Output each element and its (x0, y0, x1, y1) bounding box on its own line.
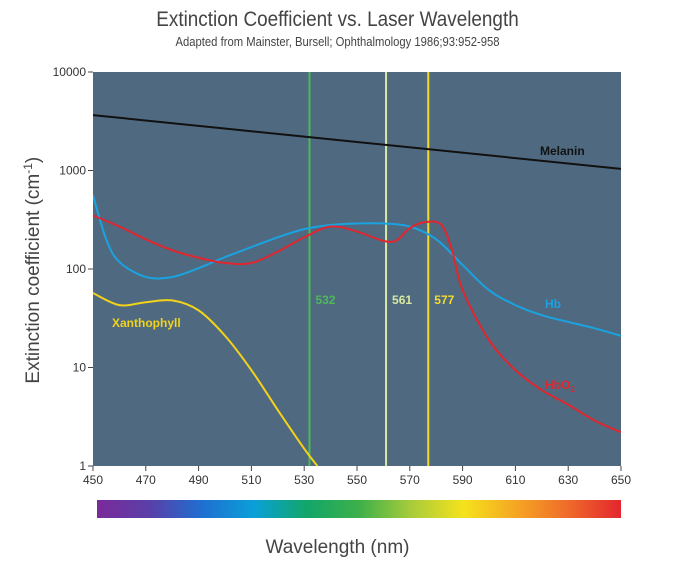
y-tick-label: 1 (79, 459, 86, 473)
series-line-xanthophyll (93, 292, 319, 466)
x-tick-label: 570 (400, 473, 420, 487)
chart-subtitle: Adapted from Mainster, Bursell; Ophthalm… (175, 35, 500, 49)
series-label-melanin: Melanin (540, 144, 585, 158)
series-line-hbo2 (93, 214, 621, 434)
y-axis-label-sup: -1 (20, 163, 35, 174)
laser-label-532: 532 (315, 293, 335, 307)
x-tick-label: 630 (558, 473, 578, 487)
y-tick-label: 100 (66, 262, 86, 276)
x-axis-label: Wavelength (nm) (265, 537, 410, 558)
spectrum-bar (97, 500, 621, 518)
chart-title: Extinction Coefficient vs. Laser Wavelen… (156, 8, 519, 31)
y-axis-label-text: Extinction coefficient (cm (23, 173, 45, 384)
y-tick-label: 10 (73, 361, 87, 375)
x-tick-label: 470 (136, 473, 156, 487)
x-tick-label: 550 (347, 473, 367, 487)
laser-label-561: 561 (392, 293, 412, 307)
y-tick-label: 10000 (53, 65, 87, 79)
x-tick-label: 490 (189, 473, 209, 487)
y-axis-label-close: ) (23, 156, 45, 164)
x-tick-label: 450 (83, 473, 103, 487)
y-axis-label: Extinction coefficient (cm-1) (21, 125, 45, 415)
series-label-hb: Hb (545, 297, 561, 311)
y-tick-label: 1000 (59, 164, 86, 178)
series-label-xanthophyll: Xanthophyll (112, 316, 181, 330)
series-line-hb (93, 195, 621, 337)
x-tick-label: 590 (453, 473, 473, 487)
x-tick-label: 530 (294, 473, 314, 487)
series-line-melanin (93, 114, 621, 170)
laser-label-577: 577 (434, 293, 454, 307)
series-label-hbo2: HbO2 (545, 378, 575, 394)
x-tick-label: 510 (241, 473, 261, 487)
x-tick-label: 610 (505, 473, 525, 487)
series-group (93, 114, 621, 466)
plot-background (93, 72, 621, 466)
x-tick-label: 650 (611, 473, 631, 487)
